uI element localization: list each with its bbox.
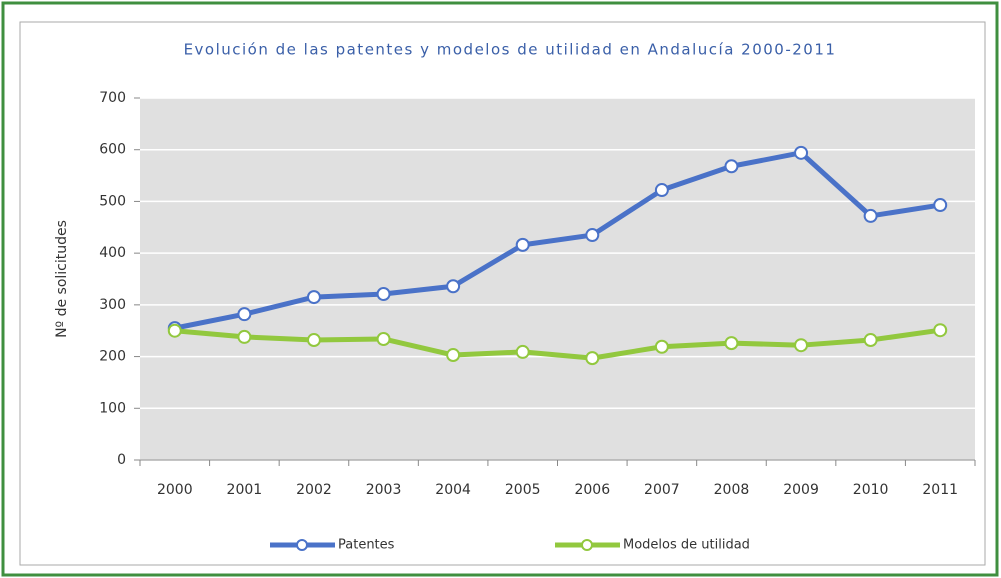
point (585, 228, 600, 243)
point (863, 208, 878, 223)
legend-label: Modelos de utilidad (623, 538, 750, 553)
point (724, 159, 739, 174)
point (446, 348, 461, 363)
y-tick-label: 600 (99, 142, 126, 158)
chart-title: Evolución de las patentes y modelos de u… (184, 41, 837, 59)
point (237, 329, 252, 344)
series-line (174, 150, 941, 331)
point (167, 323, 182, 338)
x-tick-label: 2005 (505, 482, 541, 498)
x-tick-label: 2001 (227, 482, 263, 498)
point (515, 344, 530, 359)
x-tick-label: 2008 (714, 482, 750, 498)
plot-area (140, 98, 975, 460)
point (446, 279, 461, 294)
point (933, 323, 948, 338)
point (654, 339, 669, 354)
point (863, 333, 878, 348)
y-axis-label: Nº de solicitudes (54, 220, 70, 338)
y-tick-label: 100 (99, 400, 126, 416)
point (585, 351, 600, 366)
point (515, 237, 530, 252)
point (794, 145, 809, 160)
x-tick-label: 2000 (157, 482, 193, 498)
point (376, 331, 391, 346)
y-tick-label: 300 (99, 297, 126, 313)
x-tick-label: 2004 (435, 482, 471, 498)
legend-label: Patentes (338, 538, 395, 553)
legend-marker (296, 539, 308, 551)
y-tick-label: 400 (99, 245, 126, 261)
x-tick-label: 2003 (366, 482, 402, 498)
point (724, 336, 739, 351)
x-tick-label: 2002 (296, 482, 332, 498)
point (794, 338, 809, 353)
point (306, 290, 321, 305)
point (376, 286, 391, 301)
x-tick-label: 2010 (853, 482, 889, 498)
x-tick-label: 2011 (922, 482, 958, 498)
legend-marker (581, 539, 593, 551)
x-tick-label: 2007 (644, 482, 680, 498)
y-tick-label: 200 (99, 349, 126, 365)
y-tick-label: 0 (117, 452, 126, 468)
y-tick-label: 500 (99, 193, 126, 209)
x-tick-label: 2006 (574, 482, 610, 498)
y-tick-label: 700 (99, 90, 126, 106)
series-line (174, 327, 941, 361)
point (306, 333, 321, 348)
x-tick-label: 2009 (783, 482, 819, 498)
point (654, 183, 669, 198)
point (237, 307, 252, 322)
point (933, 198, 948, 213)
